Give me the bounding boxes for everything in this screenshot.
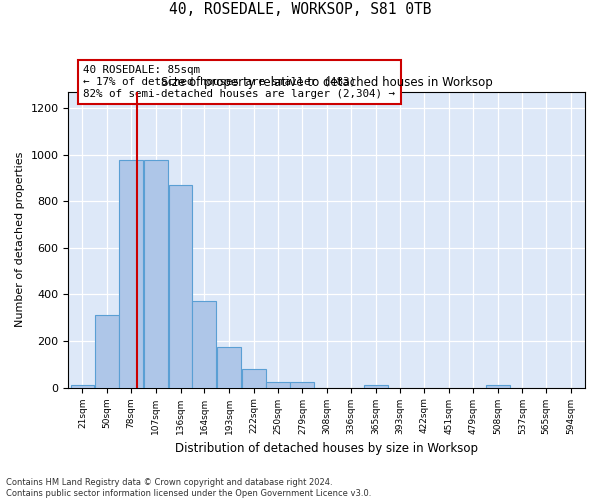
Bar (266, 382, 290, 388)
Y-axis label: Number of detached properties: Number of detached properties (15, 152, 25, 328)
Bar (169, 185, 193, 388)
Bar (364, 385, 388, 388)
Bar (71, 385, 94, 388)
X-axis label: Distribution of detached houses by size in Worksop: Distribution of detached houses by size … (175, 442, 478, 455)
Text: 40 ROSEDALE: 85sqm
← 17% of detached houses are smaller (483)
82% of semi-detach: 40 ROSEDALE: 85sqm ← 17% of detached hou… (83, 66, 395, 98)
Bar (217, 347, 241, 388)
Text: Contains HM Land Registry data © Crown copyright and database right 2024.
Contai: Contains HM Land Registry data © Crown c… (6, 478, 371, 498)
Bar (290, 382, 314, 388)
Bar (144, 160, 168, 388)
Title: Size of property relative to detached houses in Worksop: Size of property relative to detached ho… (161, 76, 493, 89)
Text: 40, ROSEDALE, WORKSOP, S81 0TB: 40, ROSEDALE, WORKSOP, S81 0TB (169, 2, 431, 18)
Bar (193, 302, 217, 388)
Bar (95, 316, 119, 388)
Bar (119, 160, 143, 388)
Bar (242, 369, 266, 388)
Bar (485, 385, 509, 388)
